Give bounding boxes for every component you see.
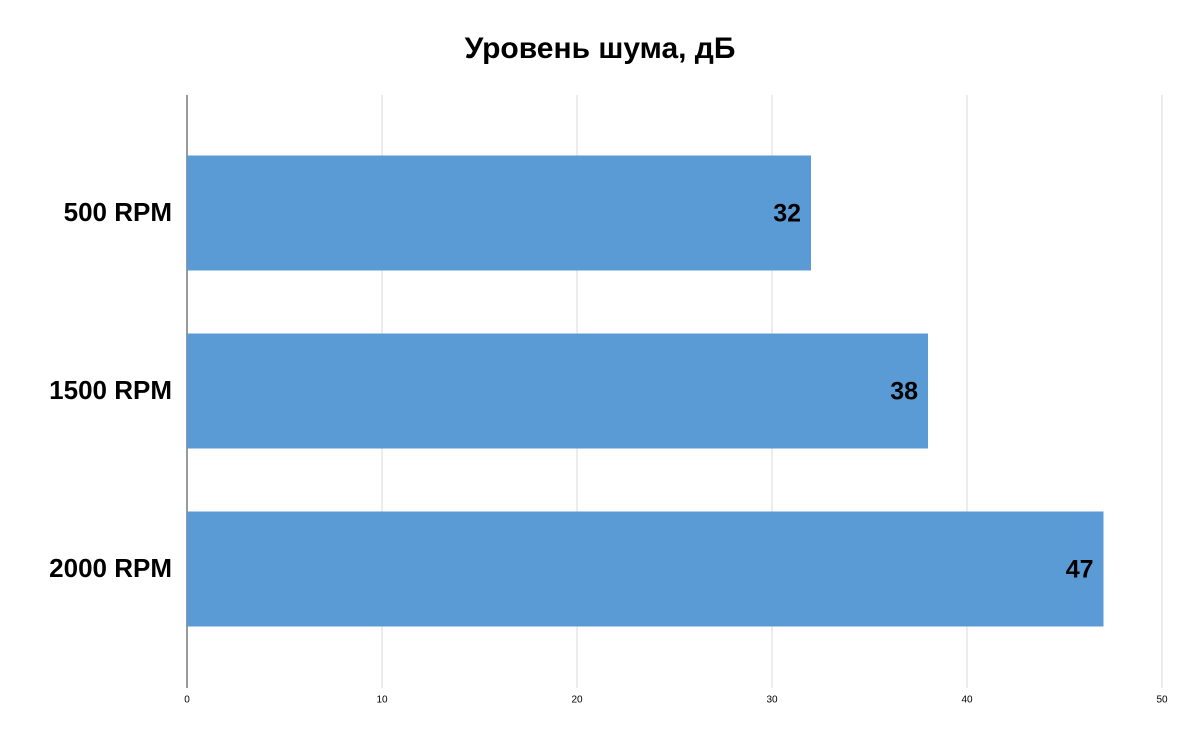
bar: [187, 333, 928, 449]
bar: [187, 155, 811, 271]
data-label: 47: [1066, 556, 1094, 584]
chart-title: Уровень шума, дБ: [465, 32, 736, 65]
x-tick-label: 50: [1156, 695, 1168, 706]
x-tick-label: 10: [376, 695, 388, 706]
x-tick-label: 30: [766, 695, 778, 706]
x-tick-label: 20: [571, 695, 583, 706]
x-tick-label: 40: [961, 695, 973, 706]
x-tick-label: 0: [184, 695, 190, 706]
y-tick-label: 2000 RPM: [49, 553, 172, 583]
data-label: 38: [890, 378, 918, 406]
y-tick-label: 500 RPM: [64, 197, 172, 227]
bar: [187, 511, 1104, 627]
data-label: 32: [773, 200, 801, 228]
y-tick-label: 1500 RPM: [49, 375, 172, 405]
